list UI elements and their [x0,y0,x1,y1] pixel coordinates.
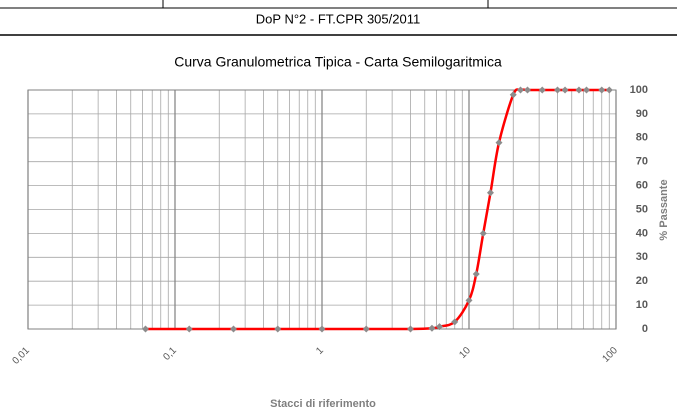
point [142,325,150,333]
x-tick-label: 0,1 [161,345,179,363]
point [274,325,282,333]
chart-title: Curva Granulometrica Tipica - Carta Semi… [174,54,502,70]
point [229,325,237,333]
x-tick-label: 0,01 [10,345,32,367]
y-tick-label: 10 [636,299,648,311]
point [486,189,494,197]
y-tick-label: 80 [636,132,648,144]
header: DoP N°2 - FT.CPR 305/2011 [256,11,420,26]
point [509,91,517,99]
x-tick-label: 10 [457,345,473,361]
point [554,86,562,94]
y-tick-label: 40 [636,227,648,239]
point [479,229,487,237]
point [575,86,583,94]
y-tick-label: 70 [636,156,648,168]
y-axis-title: % Passante [658,179,670,240]
point [583,86,591,94]
y-tick-label: 100 [630,84,648,96]
point [523,86,531,94]
point [538,86,546,94]
point [451,318,459,326]
point [605,86,613,94]
point [472,270,480,278]
point [516,86,524,94]
y-tick-label: 60 [636,180,648,192]
point [407,325,415,333]
y-tick-label: 0 [642,323,648,335]
y-tick-label: 30 [636,251,648,263]
point [495,139,503,147]
point [598,86,606,94]
point [436,323,444,331]
y-tick-label: 90 [636,108,648,120]
y-tick-label: 20 [636,275,648,287]
point [318,325,326,333]
x-axis-title: Stacci di riferimento [270,398,376,409]
point [428,324,436,332]
x-tick-label: 100 [600,345,620,365]
x-tick-label: 1 [314,345,326,357]
point [362,325,370,333]
point [465,296,473,304]
point [561,86,569,94]
point [185,325,193,333]
y-tick-label: 50 [636,203,648,215]
